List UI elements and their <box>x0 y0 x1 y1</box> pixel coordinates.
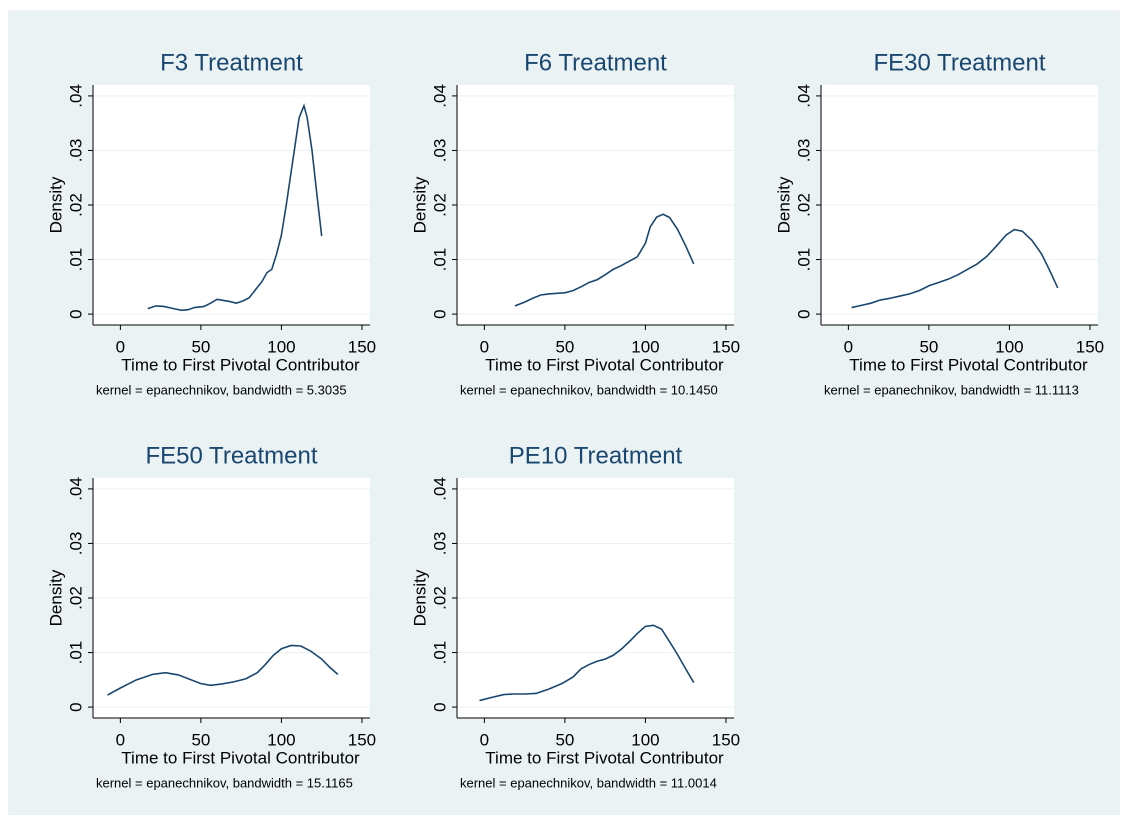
y-tick-label: .04 <box>794 84 813 108</box>
x-tick-label: 50 <box>555 730 574 749</box>
y-tick-label: .04 <box>430 477 449 501</box>
x-tick-label: 50 <box>919 337 938 356</box>
y-tick-label: .01 <box>66 248 85 272</box>
y-tick-label: .03 <box>794 139 813 163</box>
y-tick-label: .04 <box>430 84 449 108</box>
kernel-note: kernel = epanechnikov, bandwidth = 5.303… <box>96 382 347 397</box>
x-tick-label: 100 <box>995 337 1023 356</box>
density-line <box>107 644 339 696</box>
y-tick-label: 0 <box>794 309 813 318</box>
y-tick-label: .02 <box>430 193 449 217</box>
density-line <box>851 228 1059 309</box>
y-tick-label: .02 <box>66 586 85 610</box>
x-tick-label: 0 <box>480 337 489 356</box>
x-axis-label: Time to First Pivotal Contributor <box>121 748 360 767</box>
x-tick-label: 0 <box>480 730 489 749</box>
chart-title: FE30 Treatment <box>873 49 1045 76</box>
x-tick-label: 100 <box>267 730 295 749</box>
x-tick-label: 50 <box>191 337 210 356</box>
x-tick-label: 150 <box>348 337 376 356</box>
x-tick-label: 100 <box>267 337 295 356</box>
density-line <box>514 213 695 307</box>
y-axis-label: Density <box>774 176 793 233</box>
x-axis-label: Time to First Pivotal Contributor <box>485 748 724 767</box>
y-tick-label: .01 <box>430 248 449 272</box>
x-axis-label: Time to First Pivotal Contributor <box>485 355 724 374</box>
y-tick-label: .03 <box>66 532 85 556</box>
y-tick-label: .03 <box>430 139 449 163</box>
chart-title: PE10 Treatment <box>509 442 683 469</box>
y-tick-label: .02 <box>66 193 85 217</box>
y-tick-label: .03 <box>66 139 85 163</box>
y-tick-label: .02 <box>794 193 813 217</box>
y-tick-label: .04 <box>66 477 85 501</box>
y-axis-label: Density <box>410 569 429 626</box>
x-tick-label: 0 <box>116 730 125 749</box>
x-tick-label: 0 <box>116 337 125 356</box>
chart-title: F6 Treatment <box>524 49 667 76</box>
y-tick-label: .04 <box>66 84 85 108</box>
kernel-note: kernel = epanechnikov, bandwidth = 11.00… <box>460 775 717 790</box>
y-tick-label: .01 <box>66 641 85 665</box>
y-axis-label: Density <box>410 176 429 233</box>
y-tick-label: 0 <box>430 702 449 711</box>
x-tick-label: 150 <box>712 337 740 356</box>
y-tick-label: .01 <box>794 248 813 272</box>
chart-title: FE50 Treatment <box>145 442 317 469</box>
x-tick-label: 100 <box>631 337 659 356</box>
kernel-note: kernel = epanechnikov, bandwidth = 10.14… <box>460 382 718 397</box>
y-tick-label: .01 <box>430 641 449 665</box>
x-tick-label: 50 <box>191 730 210 749</box>
chart-title: F3 Treatment <box>160 49 303 76</box>
density-line <box>147 103 323 312</box>
y-tick-label: 0 <box>66 309 85 318</box>
x-axis-label: Time to First Pivotal Contributor <box>121 355 360 374</box>
x-tick-label: 0 <box>844 337 853 356</box>
x-tick-label: 150 <box>348 730 376 749</box>
x-tick-label: 50 <box>555 337 574 356</box>
x-axis-label: Time to First Pivotal Contributor <box>849 355 1088 374</box>
y-tick-label: .03 <box>430 532 449 556</box>
y-axis-label: Density <box>46 569 65 626</box>
kernel-note: kernel = epanechnikov, bandwidth = 15.11… <box>96 775 353 790</box>
density-line <box>479 624 695 702</box>
x-tick-label: 100 <box>631 730 659 749</box>
y-axis-label: Density <box>46 176 65 233</box>
y-tick-label: 0 <box>430 309 449 318</box>
y-tick-label: .02 <box>430 586 449 610</box>
kernel-note: kernel = epanechnikov, bandwidth = 11.11… <box>824 382 1079 397</box>
y-tick-label: 0 <box>66 702 85 711</box>
x-tick-label: 150 <box>1076 337 1104 356</box>
x-tick-label: 150 <box>712 730 740 749</box>
